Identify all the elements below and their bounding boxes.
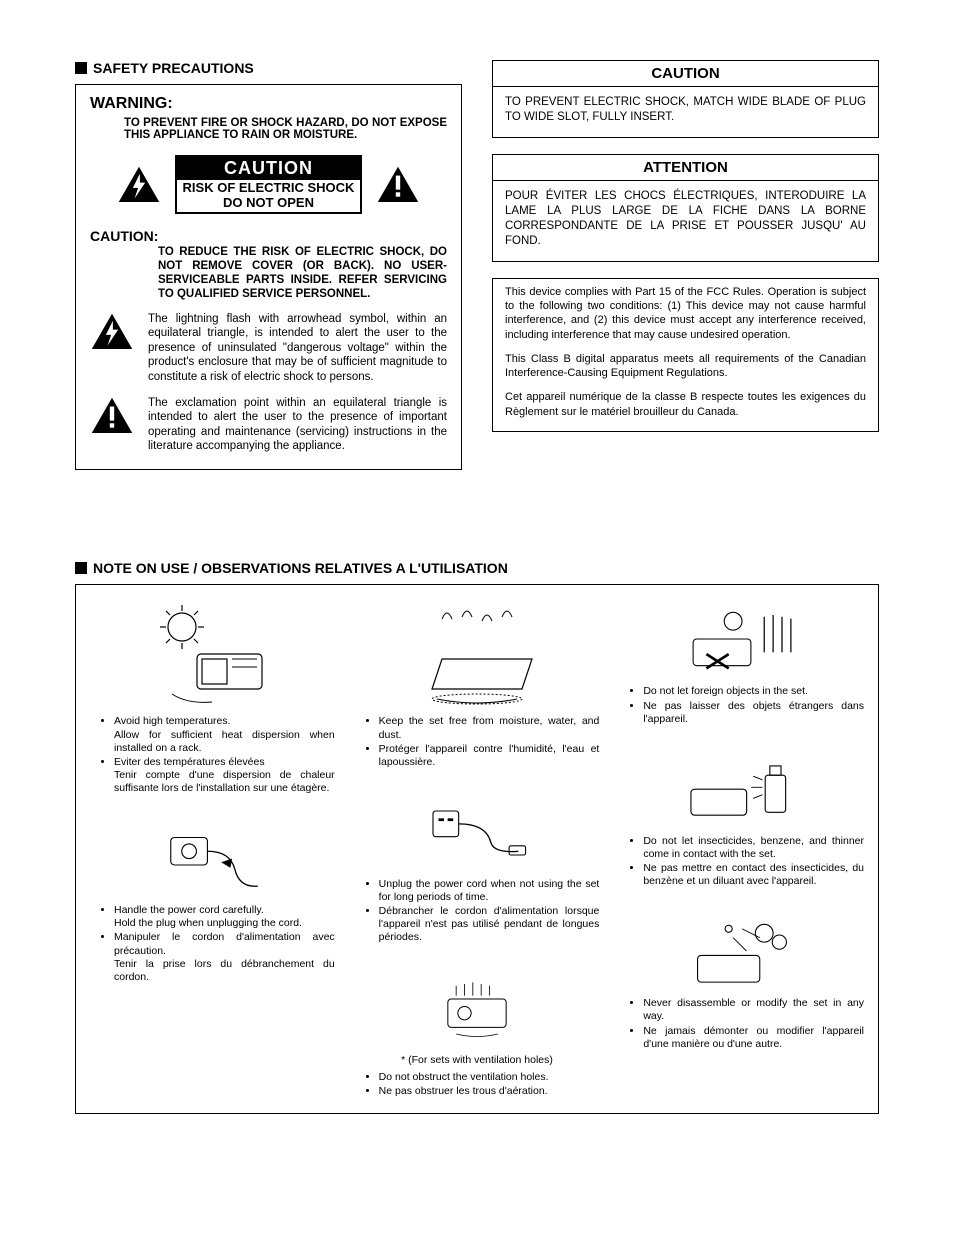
- note-heading-text: NOTE ON USE / OBSERVATIONS RELATIVES A L…: [93, 560, 508, 576]
- list-item: Avoid high temperatures. Allow for suffi…: [114, 715, 335, 754]
- text: Handle the power cord carefully.: [114, 904, 335, 917]
- note-foreign: Do not let foreign objects in the set. N…: [619, 599, 864, 726]
- caution-label-box: CAUTION RISK OF ELECTRIC SHOCK DO NOT OP…: [175, 155, 363, 214]
- list-item: Do not obstruct the ventilation holes.: [379, 1071, 600, 1084]
- text: Avoid high temperatures.: [114, 715, 335, 728]
- note-col-1: Avoid high temperatures. Allow for suffi…: [90, 599, 335, 1099]
- caution-label-top: CAUTION: [177, 157, 361, 180]
- caution-text-block: CAUTION: TO REDUCE THE RISK OF ELECTRIC …: [90, 228, 447, 300]
- list-item: Ne pas obstruer les trous d'aération.: [379, 1085, 600, 1098]
- text: Tenir la prise lors du débranchement du …: [114, 958, 335, 984]
- square-bullet-icon: [75, 62, 87, 74]
- note-vent: * (For sets with ventilation holes) Do n…: [355, 968, 600, 1099]
- caution-label-line1: RISK OF ELECTRIC SHOCK: [177, 180, 361, 195]
- lightning-explanation-row: The lightning flash with arrowhead symbo…: [90, 312, 447, 384]
- top-region: SAFETY PRECAUTIONS WARNING: TO PREVENT F…: [75, 60, 879, 470]
- exclamation-triangle-icon: [376, 165, 420, 204]
- note-moisture: Keep the set free from moisture, water, …: [355, 599, 600, 770]
- list-item: Ne jamais démonter ou modifier l'apparei…: [643, 1025, 864, 1051]
- left-column: SAFETY PRECAUTIONS WARNING: TO PREVENT F…: [75, 60, 462, 470]
- note-chemicals: Do not let insecticides, benzene, and th…: [619, 749, 864, 890]
- list-item: Manipuler le cordon d'alimentation avec …: [114, 931, 335, 984]
- list-item: Eviter des températures élevées Tenir co…: [114, 756, 335, 795]
- attention-box-heading: ATTENTION: [493, 155, 878, 181]
- list-item: Keep the set free from moisture, water, …: [379, 715, 600, 741]
- disassemble-illustration-icon: [619, 911, 864, 991]
- fcc-para-1: This device complies with Part 15 of the…: [505, 285, 866, 342]
- note-grid: Avoid high temperatures. Allow for suffi…: [90, 599, 864, 1099]
- heat-illustration-icon: [90, 599, 335, 709]
- right-column: CAUTION TO PREVENT ELECTRIC SHOCK, MATCH…: [492, 60, 879, 448]
- square-bullet-icon: [75, 562, 87, 574]
- safety-heading-text: SAFETY PRECAUTIONS: [93, 60, 254, 76]
- chemicals-illustration-icon: [619, 749, 864, 829]
- note-heading: NOTE ON USE / OBSERVATIONS RELATIVES A L…: [75, 560, 879, 576]
- list-item: Ne pas laisser des objets étrangers dans…: [643, 700, 864, 726]
- exclaim-explanation-row: The exclamation point within an equilate…: [90, 396, 447, 454]
- cord-illustration-icon: [90, 818, 335, 898]
- note-box: Avoid high temperatures. Allow for suffi…: [75, 584, 879, 1114]
- caution-label-line2: DO NOT OPEN: [177, 195, 361, 212]
- caution-box-right: CAUTION TO PREVENT ELECTRIC SHOCK, MATCH…: [492, 60, 879, 138]
- caution-box-heading: CAUTION: [493, 61, 878, 87]
- moisture-illustration-icon: [355, 599, 600, 709]
- text: Allow for sufficient heat dispersion whe…: [114, 729, 335, 755]
- fcc-para-3: Cet appareil numérique de la classe B re…: [505, 390, 866, 419]
- text: Eviter des températures élevées: [114, 756, 335, 769]
- note-col-3: Do not let foreign objects in the set. N…: [619, 599, 864, 1099]
- list-item: Do not let foreign objects in the set.: [643, 685, 864, 698]
- list-item: Never disassemble or modify the set in a…: [643, 997, 864, 1023]
- list-item: Unplug the power cord when not using the…: [379, 878, 600, 904]
- note-heat: Avoid high temperatures. Allow for suffi…: [90, 599, 335, 796]
- list-item: Protéger l'appareil contre l'humidité, l…: [379, 743, 600, 769]
- vent-footnote: * (For sets with ventilation holes): [355, 1054, 600, 1067]
- fcc-box: This device complies with Part 15 of the…: [492, 278, 879, 432]
- note-cord: Handle the power cord carefully. Hold th…: [90, 818, 335, 985]
- exclaim-explanation: The exclamation point within an equilate…: [148, 396, 447, 454]
- list-item: Ne pas mettre en contact des insecticide…: [643, 862, 864, 888]
- lightning-explanation: The lightning flash with arrowhead symbo…: [148, 312, 447, 384]
- note-col-2: Keep the set free from moisture, water, …: [355, 599, 600, 1099]
- exclamation-triangle-icon: [90, 396, 134, 435]
- text: Hold the plug when unplugging the cord.: [114, 917, 335, 930]
- list-item: Handle the power cord carefully. Hold th…: [114, 904, 335, 930]
- caution-box-body: TO PREVENT ELECTRIC SHOCK, MATCH WIDE BL…: [505, 95, 866, 125]
- note-unplug: Unplug the power cord when not using the…: [355, 792, 600, 946]
- note-on-use-section: NOTE ON USE / OBSERVATIONS RELATIVES A L…: [75, 560, 879, 1114]
- fcc-para-2: This Class B digital apparatus meets all…: [505, 352, 866, 381]
- unplug-illustration-icon: [355, 792, 600, 872]
- attention-box-body: POUR ÉVITER LES CHOCS ÉLECTRIQUES, INTER…: [505, 189, 866, 249]
- note-disassemble: Never disassemble or modify the set in a…: [619, 911, 864, 1052]
- caution-lead: CAUTION:: [90, 228, 158, 244]
- caution-body: TO REDUCE THE RISK OF ELECTRIC SHOCK, DO…: [158, 246, 447, 300]
- warning-label: WARNING:: [90, 95, 447, 113]
- list-item: Débrancher le cordon d'alimentation lors…: [379, 905, 600, 944]
- lightning-triangle-icon: [90, 312, 134, 351]
- attention-box: ATTENTION POUR ÉVITER LES CHOCS ÉLECTRIQ…: [492, 154, 879, 262]
- text: Manipuler le cordon d'alimentation avec …: [114, 931, 335, 957]
- safety-heading: SAFETY PRECAUTIONS: [75, 60, 462, 76]
- lightning-triangle-icon: [117, 165, 161, 204]
- caution-plate: CAUTION RISK OF ELECTRIC SHOCK DO NOT OP…: [90, 155, 447, 214]
- vent-illustration-icon: [355, 968, 600, 1048]
- safety-box: WARNING: TO PREVENT FIRE OR SHOCK HAZARD…: [75, 84, 462, 470]
- warning-text: TO PREVENT FIRE OR SHOCK HAZARD, DO NOT …: [124, 117, 447, 141]
- text: Tenir compte d'une dispersion de chaleur…: [114, 769, 335, 795]
- foreign-objects-illustration-icon: [619, 599, 864, 679]
- list-item: Do not let insecticides, benzene, and th…: [643, 835, 864, 861]
